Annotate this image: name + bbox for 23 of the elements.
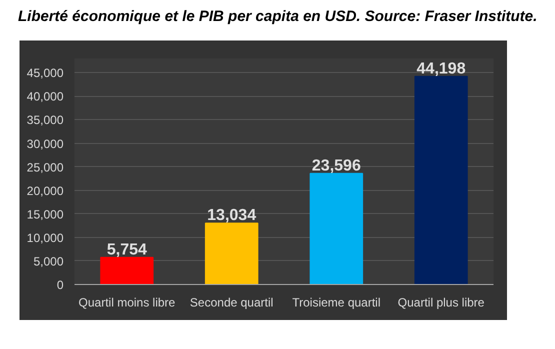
y-tick-label: 40,000 <box>26 90 64 104</box>
x-tick-label: Seconde quartil <box>190 296 274 310</box>
bar <box>414 76 468 284</box>
y-tick-label: 5,000 <box>33 254 64 268</box>
y-tick-label: 0 <box>56 278 64 292</box>
y-tick-label: 20,000 <box>26 184 64 198</box>
bar <box>100 256 154 284</box>
x-tick-label: Quartil plus libre <box>398 296 485 310</box>
y-tick-label: 15,000 <box>26 207 64 222</box>
y-tick-label: 45,000 <box>26 66 64 80</box>
x-tick-label: Troisieme quartil <box>292 296 380 310</box>
data-label: 5,754 <box>106 241 147 258</box>
data-label: 23,596 <box>312 157 361 174</box>
bar <box>204 222 258 284</box>
y-tick-label: 30,000 <box>26 136 64 151</box>
y-tick-label: 35,000 <box>26 113 64 128</box>
data-label: 13,034 <box>207 207 256 224</box>
y-tick-label: 25,000 <box>26 160 64 174</box>
y-tick-label: 10,000 <box>26 230 64 245</box>
bar <box>310 172 364 284</box>
chart-title: Liberté économique et le PIB per capita en USD. Source: Fraser Institute. <box>18 7 538 27</box>
data-label: 44,198 <box>416 60 466 78</box>
x-tick-label: Quartil moins libre <box>78 296 176 310</box>
